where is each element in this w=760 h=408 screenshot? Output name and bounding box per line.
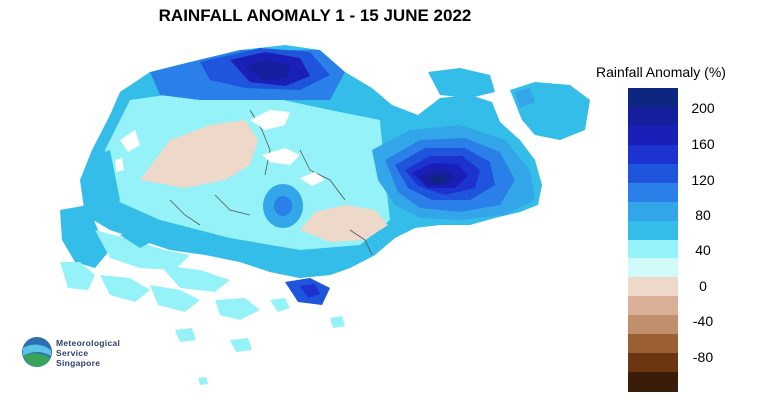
legend-swatch	[628, 277, 678, 297]
legend-swatch	[628, 88, 678, 108]
mss-logo	[22, 337, 52, 367]
logo-line-2: Service	[56, 348, 89, 358]
eastern-islands	[428, 68, 590, 140]
legend-color-bar	[628, 88, 678, 392]
legend-swatch	[628, 163, 678, 184]
mss-logo-emblem	[22, 337, 52, 367]
western-islands	[60, 205, 230, 312]
legend-tick: 200	[691, 100, 715, 116]
legend-tick: 40	[695, 242, 711, 258]
legend-swatch	[628, 220, 678, 240]
mss-logo-text: Meteorological Service Singapore	[56, 338, 120, 368]
legend-swatch	[628, 372, 678, 392]
legend-tick: 160	[691, 136, 715, 152]
legend-swatch	[628, 239, 678, 259]
legend-title: Rainfall Anomaly (%)	[596, 64, 726, 80]
legend-swatch	[628, 296, 678, 316]
southern-islands	[175, 278, 345, 385]
legend-tick: -40	[692, 313, 714, 329]
legend-swatch	[628, 144, 678, 165]
legend-swatch	[628, 106, 678, 127]
legend-tick: 120	[691, 172, 715, 188]
legend-swatch	[628, 315, 678, 335]
logo-line-3: Singapore	[56, 358, 101, 368]
legend-swatch	[628, 125, 678, 146]
legend-tick: -80	[692, 349, 714, 365]
legend-swatch	[628, 334, 678, 354]
legend-swatch	[628, 258, 678, 278]
legend-swatch	[628, 201, 678, 222]
legend-tick: 80	[695, 207, 711, 223]
legend-swatch	[628, 353, 678, 373]
map-title: RAINFALL ANOMALY 1 - 15 JUNE 2022	[158, 6, 472, 25]
legend-tick: 0	[699, 278, 707, 294]
rainfall-anomaly-map	[60, 45, 590, 385]
main-island	[80, 45, 542, 278]
legend-swatch	[628, 182, 678, 203]
logo-line-1: Meteorological	[56, 338, 121, 348]
